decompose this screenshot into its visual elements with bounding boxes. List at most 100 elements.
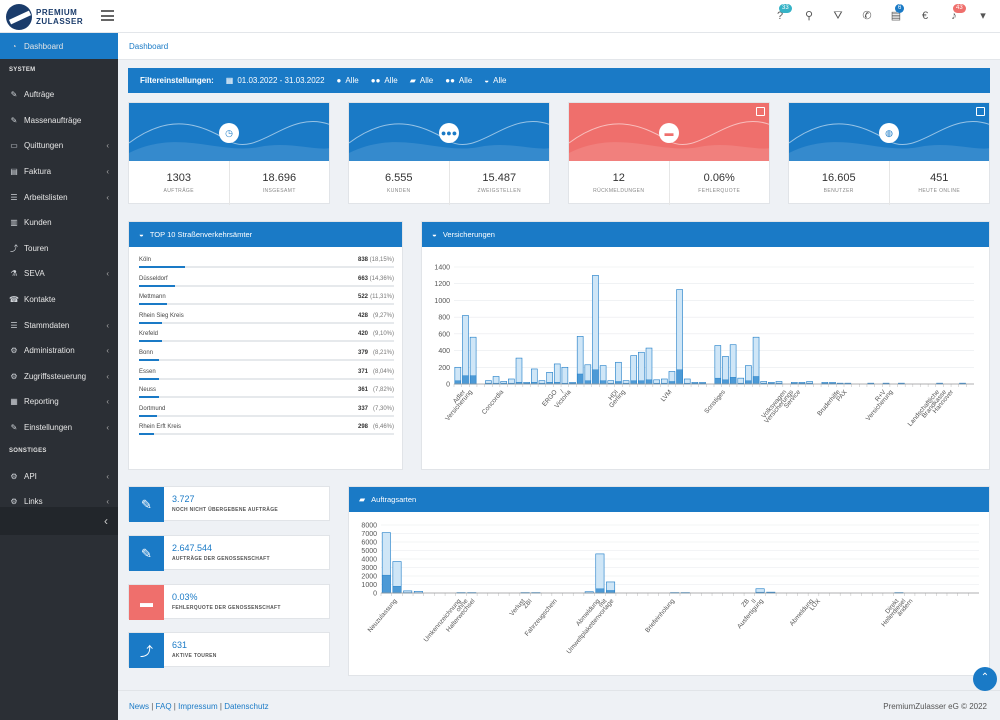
car-icon: ◒	[139, 230, 144, 239]
notification-badge: 43	[953, 4, 966, 13]
stat-value: 451	[930, 172, 949, 184]
office-percent: (9,27%)	[372, 312, 394, 319]
chevron-left-icon: ‹	[106, 269, 109, 279]
euro-icon[interactable]: €	[921, 10, 929, 22]
summary-card: ✎ 2.647.544 AUFTRÄGE DER GENOSSENSCHAFT	[128, 535, 330, 571]
bar-segment	[714, 377, 722, 385]
chevron-left-icon: ‹	[106, 320, 109, 330]
sidebar-item-api[interactable]: ⚙ API ‹	[0, 463, 118, 489]
bar-segment	[584, 380, 592, 385]
links-icon: ⚙	[10, 497, 18, 507]
progress-fill	[139, 321, 162, 324]
footer-link-faq[interactable]: FAQ	[155, 702, 172, 711]
sidebar-item-label: Stammdaten	[24, 320, 70, 330]
sidebar-collapse-button[interactable]: ‹	[0, 507, 118, 535]
list-item: Neuss 361 (7,82%)	[139, 387, 394, 405]
y-tick-label: 5000	[361, 548, 377, 555]
list-item: Mettmann 522 (11,31%)	[139, 294, 394, 312]
bell-icon[interactable]: ♪	[951, 10, 957, 22]
brand-line-1: PREMIUM	[36, 8, 78, 17]
office-count: 361	[357, 387, 368, 394]
copy-icon[interactable]	[756, 107, 765, 116]
sidebar-item-label: Einstellungen	[24, 423, 73, 433]
filter-group[interactable]: ●● Alle	[445, 76, 472, 85]
sidebar-item-zugriffssteuerung[interactable]: ⚙ Zugriffssteuerung ‹	[0, 364, 118, 390]
sidebar-item-reporting[interactable]: ▦ Reporting ‹	[0, 389, 118, 415]
y-tick-label: 1000	[361, 582, 377, 589]
progress-track	[139, 396, 394, 399]
filter-value: Alle	[493, 76, 507, 85]
chevron-left-icon: ‹	[106, 192, 109, 202]
sidebar-item-links[interactable]: ⚙ Links ‹	[0, 489, 118, 515]
stat-card: ▬ 12 RÜCKMELDUNGEN 0.06% FEHLERQUOTE	[568, 102, 770, 205]
filter-car[interactable]: ◒ Alle	[484, 76, 506, 85]
x-tick-label: Bruderhilfe	[816, 388, 842, 417]
sidebar-item-touren[interactable]: ⤴ Touren	[0, 236, 118, 262]
filter-document[interactable]: ▰ Alle	[410, 76, 434, 85]
progress-fill	[139, 340, 162, 343]
filter-icon[interactable]: ⛛	[833, 10, 843, 22]
bar-segment	[595, 588, 605, 594]
sidebar-item-seva[interactable]: ⚗ SEVA ‹	[0, 261, 118, 287]
sidebar-item-massenaufträge[interactable]: ✎ Massenaufträge	[0, 108, 118, 134]
chevron-left-icon: ‹	[106, 497, 109, 507]
bar-segment	[630, 380, 637, 385]
master-data-icon: ☰	[10, 320, 18, 330]
calendar-icon: ▦	[225, 76, 234, 85]
sidebar-item-administration[interactable]: ⚙ Administration ‹	[0, 338, 118, 364]
documents-icon[interactable]: ▤	[890, 10, 902, 22]
list-item: Rhein Erft Kreis 298 (6,46%)	[139, 424, 394, 442]
search-icon[interactable]: ⚲	[804, 10, 814, 22]
sidebar-item-label: API	[24, 471, 37, 481]
tours-icon: ⤴	[10, 243, 18, 253]
sidebar-item-arbeitslisten[interactable]: ☰ Arbeitslisten ‹	[0, 184, 118, 210]
y-tick-label: 4000	[361, 557, 377, 564]
user-icon: ●	[336, 76, 342, 85]
x-tick-label: ZBI	[522, 598, 534, 610]
summary-label: FEHLERQUOTE DER GENOSSENSCHAFT	[172, 605, 281, 611]
stat-item: 451 HEUTE ONLINE	[888, 161, 990, 205]
sidebar-item-stammdaten[interactable]: ☰ Stammdaten ‹	[0, 312, 118, 338]
menu-toggle-icon[interactable]	[101, 10, 114, 21]
icon-glyph: ●●●	[440, 128, 458, 138]
x-tick-label: II	[750, 598, 758, 605]
phone-icon[interactable]: ✆	[862, 10, 872, 22]
help-icon[interactable]: ?	[776, 10, 784, 22]
sidebar-item-quittungen[interactable]: ▭ Quittungen ‹	[0, 133, 118, 159]
filter-calendar[interactable]: ▦ 01.03.2022 - 31.03.2022	[226, 76, 325, 85]
footer-link-news[interactable]: News	[129, 702, 150, 711]
y-tick-label: 800	[438, 315, 450, 322]
sidebar-item-aufträge[interactable]: ✎ Aufträge	[0, 82, 118, 108]
footer-link-datenschutz[interactable]: Datenschutz	[224, 702, 269, 711]
breadcrumb[interactable]: Dashboard	[118, 33, 1000, 60]
y-tick-label: 3000	[361, 565, 377, 572]
order-types-panel: ▰ Auftragsarten 0 1000 2000 3000 4000 5000 6000…	[348, 486, 990, 676]
filter-users[interactable]: ●● Alle	[371, 76, 398, 85]
office-name: Krefeld	[139, 331, 159, 338]
sidebar-item-kunden[interactable]: ▥ Kunden	[0, 210, 118, 236]
user-menu-icon[interactable]: ▾	[980, 10, 986, 22]
bar-segment	[576, 373, 584, 385]
filter-user[interactable]: ● Alle	[337, 76, 359, 85]
sidebar-item-einstellungen[interactable]: ✎ Einstellungen ‹	[0, 415, 118, 441]
logo[interactable]: PREMIUM ZULASSER	[6, 4, 83, 30]
office-count: 663	[357, 275, 368, 282]
sidebar-item-label: Massenaufträge	[24, 115, 82, 125]
bar	[595, 553, 605, 594]
summary-card: ✎ 3.727 NOCH NICHT ÜBERGEBENE AUFTRÄGE	[128, 486, 330, 522]
bar-segment	[599, 380, 607, 385]
stat-label: RÜCKMELDUNGEN	[593, 188, 645, 194]
footer-link-impressum[interactable]: Impressum	[178, 702, 218, 711]
list-item: Köln 838 (18,15%)	[139, 257, 394, 275]
comment-icon: ▬	[129, 585, 164, 620]
breadcrumb-dashboard[interactable]: Dashboard	[129, 42, 169, 51]
copy-icon[interactable]	[976, 107, 985, 116]
sidebar-item-faktura[interactable]: ▤ Faktura ‹	[0, 159, 118, 185]
office-name: Bonn	[139, 350, 154, 356]
scroll-top-button[interactable]: ⌃	[973, 667, 997, 691]
filter-value: Alle	[419, 76, 434, 85]
sidebar-item-kontakte[interactable]: ☎ Kontakte	[0, 287, 118, 313]
sidebar-item-dashboard[interactable]: ◔ Dashboard	[0, 33, 118, 59]
progress-track	[139, 359, 394, 361]
list-item: Düsseldorf 663 (14,36%)	[139, 276, 394, 294]
